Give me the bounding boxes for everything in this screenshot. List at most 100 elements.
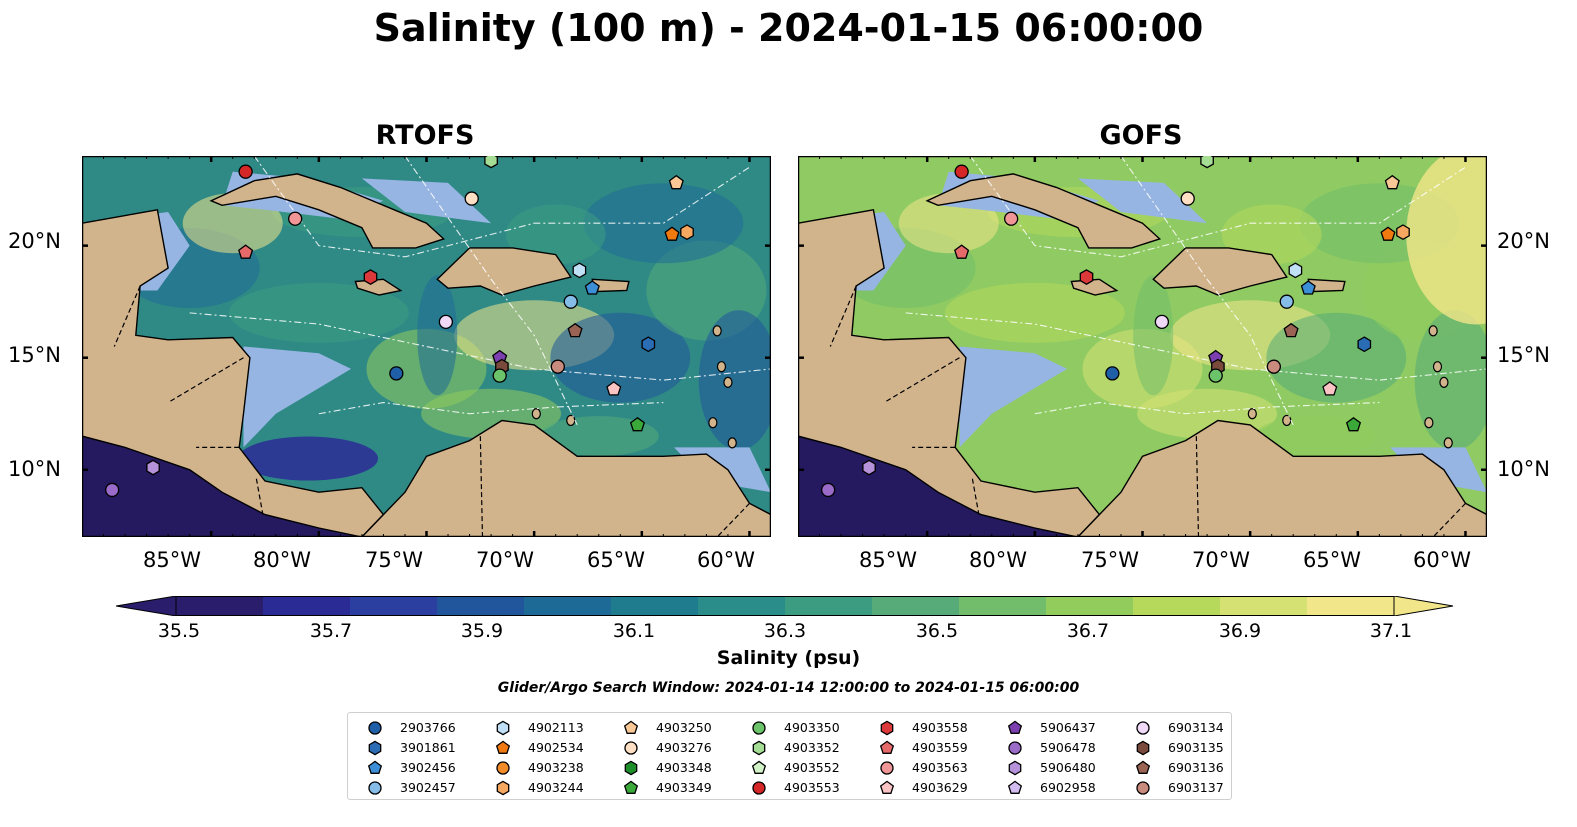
country-border bbox=[883, 357, 960, 404]
jamaica-land bbox=[1070, 278, 1119, 296]
salinity-patch bbox=[698, 310, 771, 451]
island bbox=[1443, 437, 1453, 449]
legend-label: 4903244 bbox=[528, 780, 584, 795]
island bbox=[531, 408, 541, 420]
float-marker-4903563 bbox=[288, 211, 303, 226]
float-marker-3902456 bbox=[1300, 280, 1316, 295]
circle-marker-icon bbox=[1136, 781, 1150, 795]
legend-label: 4903563 bbox=[912, 760, 968, 775]
float-marker-4903244 bbox=[1396, 224, 1410, 241]
pentagon-marker-icon bbox=[623, 780, 639, 794]
float-marker-4903559 bbox=[238, 244, 254, 259]
island bbox=[727, 437, 737, 449]
salinity-patch bbox=[228, 282, 409, 343]
legend-marker bbox=[752, 781, 766, 795]
eez-boundary bbox=[1120, 156, 1294, 426]
island bbox=[1428, 325, 1438, 337]
float-marker-2903766 bbox=[389, 366, 404, 381]
colorbar-tick: 36.1 bbox=[612, 620, 656, 642]
legend-marker bbox=[495, 740, 511, 754]
pentagon-marker-icon bbox=[1007, 720, 1023, 734]
lon-label-70w: 70°W bbox=[476, 548, 534, 572]
lon-label-75w: 75°W bbox=[365, 548, 423, 572]
salinity-patch bbox=[550, 312, 691, 403]
country-border bbox=[255, 478, 264, 515]
country-border bbox=[971, 478, 980, 515]
float-marker-5906480 bbox=[862, 459, 876, 476]
colorbar-tick: 37.1 bbox=[1369, 620, 1413, 642]
float-marker-4903352 bbox=[484, 156, 498, 169]
legend-label: 4903348 bbox=[656, 760, 712, 775]
lon-label-80w: 80°W bbox=[253, 548, 311, 572]
lon-label-85w: 85°W bbox=[859, 548, 917, 572]
figure-title: Salinity (100 m) - 2024-01-15 06:00:00 bbox=[373, 6, 1204, 50]
legend-label: 6903137 bbox=[1168, 780, 1224, 795]
legend-label: 4903276 bbox=[656, 740, 712, 755]
float-marker-4903558 bbox=[363, 269, 378, 285]
colorbar-segment bbox=[1133, 596, 1221, 616]
salinity-patch bbox=[1221, 204, 1322, 265]
colorbar-label: Salinity (psu) bbox=[716, 647, 861, 669]
legend-label: 5906437 bbox=[1040, 720, 1096, 735]
legend-label: 6903134 bbox=[1168, 720, 1224, 735]
salinity-patch bbox=[417, 275, 458, 396]
legend-marker bbox=[368, 781, 382, 795]
circle-marker-icon bbox=[880, 761, 894, 775]
colorbar-tick: 36.5 bbox=[915, 620, 959, 642]
legend-marker bbox=[624, 741, 638, 755]
salinity-patch bbox=[538, 416, 659, 457]
colorbar-tick: 35.9 bbox=[460, 620, 504, 642]
pentagon-marker-icon bbox=[495, 740, 511, 754]
float-marker-4903350 bbox=[1208, 368, 1223, 383]
lat-label-15n-left: 15°N bbox=[8, 343, 61, 367]
nicaragua-shelf bbox=[959, 346, 1068, 448]
legend-label: 4903238 bbox=[528, 760, 584, 775]
float-marker-5906478 bbox=[104, 482, 120, 498]
legend-marker bbox=[1136, 781, 1150, 795]
pentagon-marker-icon bbox=[1007, 780, 1023, 794]
lon-label-75w: 75°W bbox=[1081, 548, 1139, 572]
float-marker-4903350 bbox=[492, 368, 507, 383]
cuba-land bbox=[925, 173, 1162, 249]
float-marker-4903629 bbox=[606, 381, 622, 396]
colorbar-tick: 35.7 bbox=[309, 620, 353, 642]
lon-label-85w: 85°W bbox=[143, 548, 201, 572]
circle-marker-icon bbox=[368, 721, 382, 735]
float-marker-6903134 bbox=[438, 314, 454, 329]
pentagon-marker-icon bbox=[879, 740, 895, 754]
lon-label-60w: 60°W bbox=[1413, 548, 1471, 572]
salinity-patch bbox=[1414, 310, 1487, 451]
salinity-patch bbox=[1133, 275, 1174, 396]
legend-marker bbox=[751, 760, 767, 774]
lon-label-65w: 65°W bbox=[587, 548, 645, 572]
legend-label: 3902457 bbox=[400, 780, 456, 795]
hexagon-marker-icon bbox=[624, 760, 638, 776]
eez-boundary bbox=[905, 312, 1487, 381]
float-marker-5906480 bbox=[146, 459, 160, 476]
legend-label: 2903766 bbox=[400, 720, 456, 735]
island bbox=[1439, 376, 1449, 388]
float-marker-4903629 bbox=[1322, 381, 1338, 396]
hexagon-marker-icon bbox=[1008, 760, 1022, 776]
jamaica-land bbox=[354, 278, 403, 296]
salinity-patch bbox=[944, 282, 1125, 343]
cuba-land bbox=[209, 173, 446, 249]
float-marker-3901861 bbox=[641, 336, 656, 353]
legend: 2903766 3901861 3902456 3902457 4902113 49025… bbox=[347, 712, 1232, 800]
float-marker-6903137 bbox=[1266, 359, 1281, 374]
float-marker-6903134 bbox=[1154, 314, 1170, 329]
legend-label: 3902456 bbox=[400, 760, 456, 775]
lat-label-20n-right: 20°N bbox=[1497, 229, 1550, 253]
map-panel-gofs bbox=[798, 156, 1487, 537]
legend-marker bbox=[624, 760, 638, 776]
lat-label-10n-left: 10°N bbox=[8, 457, 61, 481]
legend-marker bbox=[880, 720, 894, 736]
float-marker-2903766 bbox=[1105, 366, 1120, 381]
float-marker-4903553 bbox=[954, 164, 969, 179]
float-marker-4903553 bbox=[238, 164, 253, 179]
circle-marker-icon bbox=[1136, 721, 1150, 735]
legend-marker bbox=[1007, 720, 1023, 734]
hispaniola-land bbox=[1152, 247, 1288, 296]
lon-label-60w: 60°W bbox=[697, 548, 755, 572]
legend-marker bbox=[752, 721, 766, 735]
